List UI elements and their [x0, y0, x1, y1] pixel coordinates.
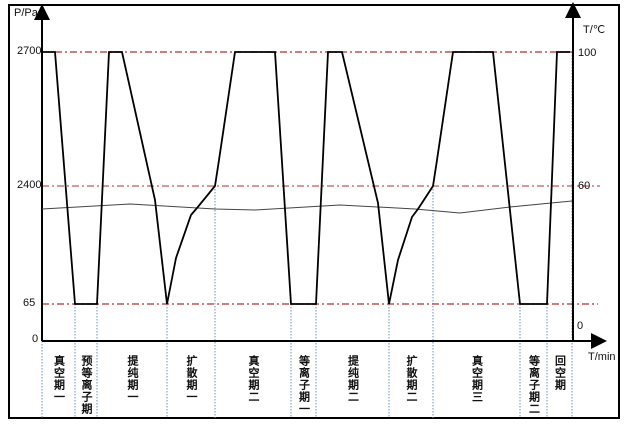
right-tick: 0 — [577, 320, 584, 332]
phase-label: 真空期一 — [52, 355, 65, 403]
phase-label: 真空期二 — [247, 355, 259, 403]
left-axis-label: P/Pa — [14, 7, 38, 19]
right-tick: 100 — [578, 47, 597, 59]
phase-label: 预等离子期 — [80, 355, 92, 415]
left-tick: 2400 — [17, 179, 42, 191]
left-tick: 65 — [23, 297, 36, 309]
left-tick: 0 — [32, 333, 39, 345]
right-tick: 60 — [578, 180, 591, 192]
frame — [8, 4, 620, 419]
phase-label: 回空期 — [553, 355, 566, 391]
phase-label: 等离子期二 — [527, 355, 540, 415]
temperature-line — [41, 200, 573, 214]
phase-label: 提纯期一 — [126, 355, 138, 403]
phase-label: 提纯期二 — [346, 355, 359, 403]
left-tick: 2700 — [17, 45, 42, 57]
right-axis-label: T/℃ — [583, 24, 606, 36]
phase-label: 真空期三 — [470, 355, 483, 403]
pressure-line — [42, 51, 570, 305]
x-axis-label: T/min — [588, 351, 616, 363]
phase-label: 扩散期一 — [185, 355, 197, 403]
phase-label: 扩散期二 — [405, 355, 417, 403]
phase-label: 等离子期一 — [297, 355, 310, 415]
